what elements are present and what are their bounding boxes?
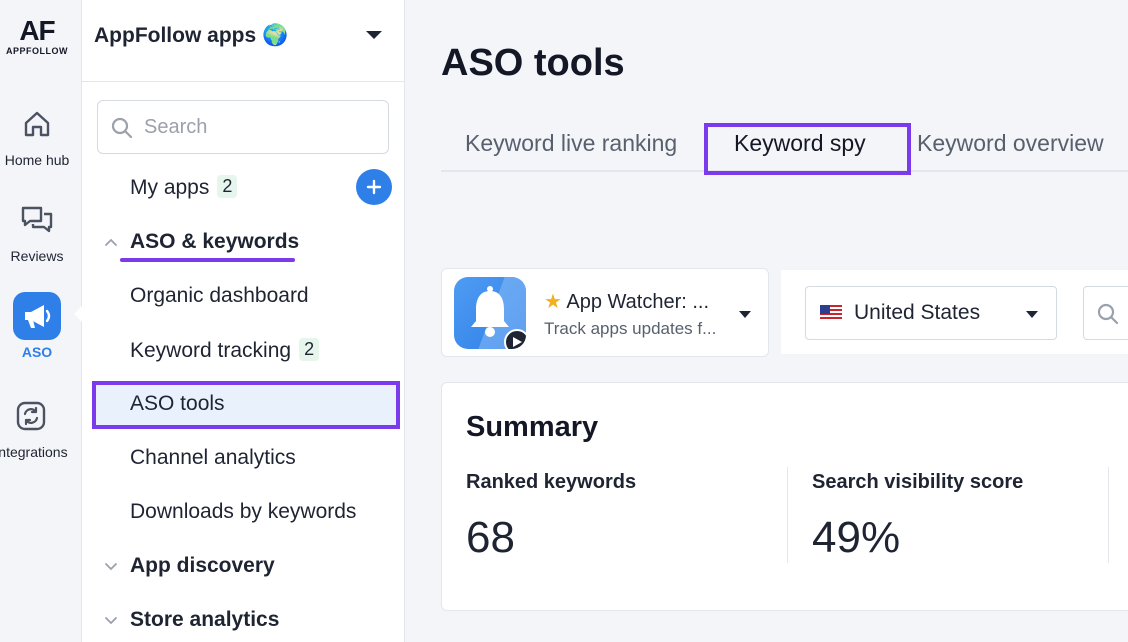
sidebar-item-label: My apps [130, 176, 210, 199]
us-flag-icon [820, 305, 842, 321]
google-play-icon [504, 329, 526, 349]
summary-title: Summary [466, 411, 599, 443]
sidebar-group-aso-keywords[interactable]: ASO & keywords [130, 230, 300, 253]
caret-down-icon[interactable] [1026, 311, 1038, 318]
rail-label: Reviews [10, 248, 64, 264]
rail-item-aso[interactable]: ASO [0, 292, 74, 360]
sidebar-item-label: ASO tools [130, 392, 225, 415]
caret-down-icon[interactable] [366, 31, 382, 39]
logo-text: APPFOLLOW [6, 46, 68, 56]
count-badge: 2 [217, 175, 238, 198]
rail-item-integrations[interactable]: Integrations [0, 392, 68, 460]
count-badge: 2 [299, 338, 320, 361]
tab-keyword-live-ranking[interactable]: Keyword live ranking [465, 130, 678, 156]
sidebar-item-my-apps[interactable]: My apps 2 [130, 175, 238, 200]
rail-label: Home hub [4, 152, 70, 168]
appfollow-logo[interactable]: AF APPFOLLOW [0, 15, 74, 57]
active-item-highlight [92, 381, 400, 429]
app-watcher-icon [454, 277, 526, 349]
tab-keyword-overview[interactable]: Keyword overview [917, 130, 1104, 156]
app-rail: AF APPFOLLOW Home hub Reviews ASO Integr… [0, 0, 82, 642]
metric-divider [1108, 467, 1109, 563]
workspace-switcher[interactable]: AppFollow apps 🌍 [82, 0, 405, 82]
sidebar-item-label: Keyword tracking [130, 339, 292, 362]
sidebar-item-label: Channel analytics [130, 446, 296, 469]
app-name: ★ App Watcher: ... [544, 289, 709, 314]
active-pointer [74, 306, 82, 322]
sidebar-group-app-discovery[interactable]: App discovery [130, 554, 275, 577]
rail-item-reviews[interactable]: Reviews [0, 196, 74, 264]
chat-icon [13, 196, 61, 244]
sidebar-group-store-analytics[interactable]: Store analytics [130, 608, 280, 631]
tab-bar: Keyword live ranking Keyword spy Keyword… [441, 123, 1128, 175]
summary-card: Summary Ranked keywords 68 Search visibi… [441, 382, 1128, 611]
country-selector[interactable]: United States [805, 286, 1057, 340]
sidebar-item-keyword-tracking[interactable]: Keyword tracking 2 [130, 338, 320, 363]
search-icon [111, 117, 133, 144]
metric-value-ranked-keywords: 68 [466, 513, 515, 562]
search-icon [1097, 303, 1119, 325]
home-icon [13, 100, 61, 148]
logo-mark: AF [19, 15, 55, 46]
caret-down-icon[interactable] [739, 311, 751, 318]
aso-group-underline [120, 258, 295, 262]
sync-icon [7, 392, 55, 440]
sidebar-item-aso-tools[interactable]: ASO tools [130, 392, 225, 416]
app-subtitle: Track apps updates f... [544, 319, 717, 338]
plus-icon [366, 179, 382, 195]
star-icon: ★ [544, 291, 562, 313]
app-selector[interactable]: ★ App Watcher: ... Track apps updates f.… [441, 268, 769, 357]
search-input[interactable] [144, 113, 374, 141]
chevron-down-icon[interactable] [104, 559, 118, 573]
sidebar-item-channel-analytics[interactable]: Channel analytics [130, 446, 296, 470]
app-name-text: App Watcher: ... [566, 291, 710, 313]
country-name: United States [854, 301, 981, 324]
tab-keyword-spy[interactable]: Keyword spy [734, 130, 866, 156]
keyword-search[interactable] [1083, 286, 1128, 340]
sidebar-item-label: Downloads by keywords [130, 500, 357, 523]
sidebar-item-label: Organic dashboard [130, 284, 309, 307]
active-tab-highlight [704, 123, 911, 175]
chevron-up-icon[interactable] [104, 235, 118, 249]
rail-label: ASO [21, 344, 53, 360]
sidebar-search[interactable] [97, 100, 389, 154]
page-title: ASO tools [441, 42, 625, 84]
metric-value-search-visibility: 49% [812, 513, 901, 562]
metric-label-ranked-keywords: Ranked keywords [466, 471, 637, 493]
main-content: ASO tools Keyword live ranking Keyword s… [405, 0, 1128, 642]
metric-divider [787, 467, 788, 563]
add-app-button[interactable] [356, 169, 392, 205]
rail-label: Integrations [0, 444, 68, 460]
chevron-down-icon[interactable] [104, 613, 118, 627]
workspace-title: AppFollow apps 🌍 [94, 24, 289, 47]
rail-item-home-hub[interactable]: Home hub [0, 100, 74, 168]
sidebar: AppFollow apps 🌍 My apps 2 ASO & keywords… [82, 0, 405, 642]
sidebar-item-downloads-by-keywords[interactable]: Downloads by keywords [130, 500, 356, 524]
megaphone-icon [13, 292, 61, 340]
sidebar-item-organic-dashboard[interactable]: Organic dashboard [130, 284, 309, 308]
metric-label-search-visibility: Search visibility score [812, 471, 1024, 493]
